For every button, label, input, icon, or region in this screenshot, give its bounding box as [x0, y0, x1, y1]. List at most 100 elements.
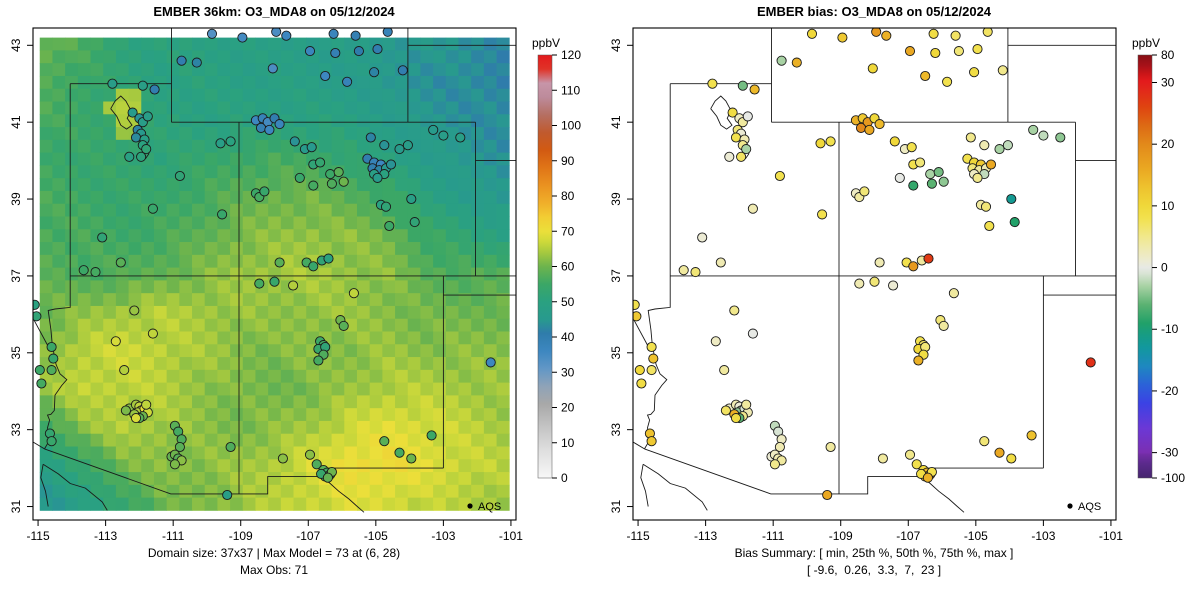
raster-cell: [496, 459, 510, 473]
raster-cell: [293, 484, 307, 499]
raster-cell: [52, 152, 66, 166]
raster-cell: [204, 420, 218, 435]
y-tick-label: 33: [609, 423, 623, 437]
raster-cell: [39, 293, 53, 307]
raster-cell: [331, 88, 345, 102]
raster-cell: [90, 152, 104, 166]
obs-point: [1026, 430, 1037, 441]
raster-cell: [280, 229, 294, 243]
raster-cell: [356, 114, 371, 128]
raster-cell: [242, 139, 256, 154]
obs-point: [877, 453, 888, 464]
raster-cell: [65, 114, 79, 128]
raster-cell: [306, 280, 320, 294]
raster-cell: [39, 152, 53, 166]
border-line: [33, 441, 45, 450]
colorbar-tick-label: -20: [1161, 384, 1179, 398]
raster-cell: [255, 484, 269, 499]
raster-cell: [318, 293, 333, 307]
raster-cell: [115, 165, 129, 179]
raster-cell: [407, 242, 421, 256]
obs-point: [646, 436, 657, 447]
raster-cell: [65, 382, 79, 396]
border-line: [44, 448, 322, 495]
raster-cell: [433, 369, 447, 384]
obs-point: [323, 253, 334, 264]
raster-cell: [128, 484, 142, 499]
obs-point: [237, 32, 248, 43]
raster-cell: [230, 88, 244, 102]
raster-cell: [153, 472, 168, 486]
obs-point: [217, 209, 228, 220]
raster-cell: [382, 472, 396, 486]
raster-cell: [204, 280, 218, 294]
raster-cell: [192, 420, 206, 435]
raster-cell: [52, 408, 66, 422]
raster-cell: [280, 369, 294, 384]
raster-cell: [293, 267, 307, 281]
raster-cell: [344, 484, 358, 499]
obs-points: [633, 28, 1096, 501]
raster-cell: [268, 75, 282, 90]
raster-cell: [445, 50, 459, 64]
raster-cell: [255, 254, 269, 269]
obs-point: [313, 355, 324, 366]
raster-cell: [204, 408, 218, 422]
right-map-panel: -115 -113 -111 -109 -107 -105 -103 -101 31 33 35 37…: [609, 4, 1185, 577]
obs-point: [222, 489, 233, 501]
raster-cell: [204, 497, 218, 511]
obs-point: [1006, 453, 1017, 464]
raster-cell: [128, 229, 142, 243]
raster-cell: [356, 331, 371, 345]
raster-cell: [204, 433, 218, 447]
raster-cell: [166, 190, 180, 205]
raster-cell: [458, 280, 472, 294]
raster-cell: [344, 420, 358, 435]
obs-point: [174, 441, 185, 453]
raster-cell: [356, 395, 371, 409]
raster-cell: [268, 446, 282, 460]
raster-cell: [407, 165, 421, 179]
raster-cell: [483, 369, 497, 384]
raster-cell: [369, 242, 383, 256]
raster-cell: [382, 178, 396, 192]
raster-cell: [483, 408, 497, 422]
raster-cell: [356, 190, 371, 205]
raster-cell: [141, 382, 155, 396]
raster-cell: [496, 408, 510, 422]
raster-cell: [153, 382, 168, 396]
raster-cell: [407, 203, 421, 217]
raster-cell: [293, 203, 307, 217]
raster-cell: [39, 114, 53, 128]
raster-cell: [230, 497, 244, 511]
raster-cell: [52, 459, 66, 473]
raster-cell: [420, 484, 434, 499]
raster-cell: [369, 408, 383, 422]
raster-cell: [471, 446, 485, 460]
raster-cell: [255, 497, 269, 511]
raster-cell: [280, 178, 294, 192]
raster-cell: [90, 484, 104, 499]
raster-cell: [280, 37, 294, 51]
raster-cell: [407, 484, 421, 499]
raster-cell: [115, 446, 129, 460]
raster-cell: [458, 369, 472, 384]
raster-cell: [420, 152, 434, 166]
raster-cell: [280, 395, 294, 409]
raster-cell: [242, 50, 256, 64]
raster-cell: [65, 75, 79, 90]
raster-cell: [458, 242, 472, 256]
raster-cell: [65, 101, 79, 115]
raster-cell: [39, 280, 53, 294]
raster-cell: [471, 433, 485, 447]
raster-cell: [445, 254, 459, 269]
raster-cell: [204, 139, 218, 154]
raster-cell: [115, 203, 129, 217]
raster-cell: [280, 127, 294, 141]
raster-cell: [382, 331, 396, 345]
raster-cell: [77, 305, 91, 320]
raster-cell: [496, 369, 510, 384]
raster-cell: [382, 305, 396, 320]
obs-point: [269, 276, 280, 287]
raster-cell: [471, 420, 485, 435]
